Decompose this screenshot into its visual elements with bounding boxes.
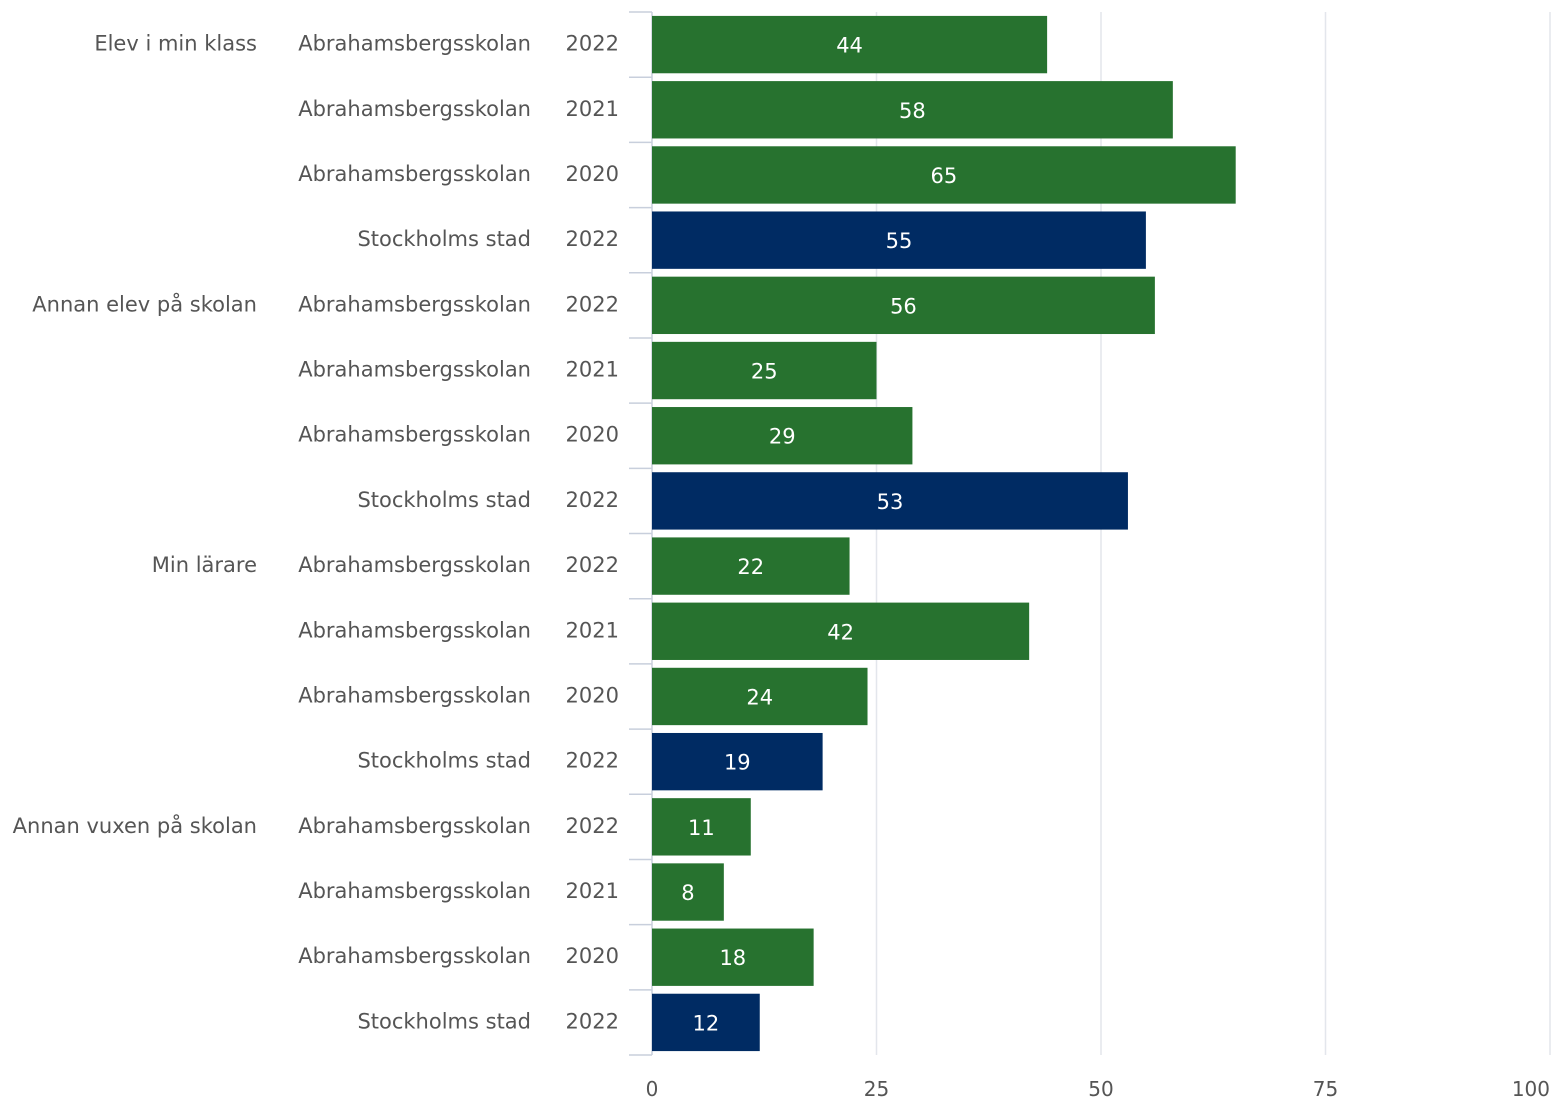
- bar-value-label: 19: [724, 751, 751, 775]
- school-label: Abrahamsbergsskolan: [298, 97, 531, 121]
- year-label: 2020: [566, 162, 619, 186]
- school-label: Abrahamsbergsskolan: [298, 162, 531, 186]
- school-label: Stockholms stad: [357, 227, 531, 251]
- category-labels: 2022 Abrahamsbergsskolan Elev i min klass 2…: [13, 32, 619, 1034]
- year-label: 2022: [566, 227, 619, 251]
- bar: [652, 667, 868, 726]
- year-label: 2021: [566, 97, 619, 121]
- bar-value-label: 8: [681, 881, 694, 905]
- group-label: Elev i min klass: [94, 32, 257, 56]
- school-label: Abrahamsbergsskolan: [298, 683, 531, 707]
- bars: 44 58 65 55 56 25 29 53 22 42 24 19 11 8 18 12: [652, 15, 1236, 1052]
- bar: [652, 407, 913, 465]
- bar-value-label: 58: [899, 99, 926, 123]
- year-label: 2022: [566, 1009, 619, 1033]
- bar: [652, 732, 823, 791]
- year-label: 2022: [566, 488, 619, 512]
- bar-value-label: 65: [930, 164, 957, 188]
- bar: [652, 211, 1146, 269]
- year-label: 2020: [566, 683, 619, 707]
- bar-value-label: 29: [769, 425, 796, 449]
- bar-value-label: 44: [836, 34, 863, 58]
- group-label: Annan elev på skolan: [32, 291, 257, 316]
- school-label: Abrahamsbergsskolan: [298, 423, 531, 447]
- bar-value-label: 42: [827, 620, 854, 644]
- bar-value-label: 22: [737, 555, 764, 579]
- year-label: 2020: [566, 423, 619, 447]
- bar: [652, 341, 877, 400]
- group-label: Annan vuxen på skolan: [13, 813, 257, 838]
- year-label: 2021: [566, 618, 619, 642]
- bar-value-label: 25: [751, 360, 778, 384]
- x-tick-label: 0: [646, 1077, 659, 1099]
- x-tick-label: 75: [1313, 1077, 1338, 1099]
- x-tick-label: 50: [1088, 1077, 1113, 1099]
- school-label: Stockholms stad: [357, 749, 531, 773]
- bar: [652, 537, 850, 595]
- x-tick-label: 25: [864, 1077, 889, 1099]
- year-label: 2022: [566, 553, 619, 577]
- school-label: Abrahamsbergsskolan: [298, 814, 531, 838]
- school-label: Stockholms stad: [357, 488, 531, 512]
- school-label: Abrahamsbergsskolan: [298, 358, 531, 382]
- bar-value-label: 18: [719, 946, 746, 970]
- bar-value-label: 12: [693, 1011, 720, 1035]
- year-label: 2022: [566, 32, 619, 56]
- bar: [652, 928, 814, 986]
- bar-value-label: 55: [886, 229, 913, 253]
- school-label: Abrahamsbergsskolan: [298, 618, 531, 642]
- school-label: Abrahamsbergsskolan: [298, 879, 531, 903]
- year-label: 2022: [566, 749, 619, 773]
- year-label: 2020: [566, 944, 619, 968]
- bar: [652, 798, 751, 856]
- bar-value-label: 11: [688, 816, 715, 840]
- school-label: Abrahamsbergsskolan: [298, 944, 531, 968]
- bar-value-label: 53: [877, 490, 904, 514]
- school-label: Abrahamsbergsskolan: [298, 553, 531, 577]
- year-label: 2021: [566, 358, 619, 382]
- year-label: 2021: [566, 879, 619, 903]
- bar-value-label: 24: [746, 685, 773, 709]
- bar: [652, 276, 1155, 335]
- bar: [652, 472, 1128, 530]
- x-axis-ticks: 0 25 50 75 100: [646, 1077, 1550, 1099]
- school-label: Abrahamsbergsskolan: [298, 32, 531, 56]
- x-tick-label: 100: [1512, 1077, 1550, 1099]
- bar-value-label: 56: [890, 294, 917, 318]
- bar: [652, 602, 1030, 660]
- school-label: Stockholms stad: [357, 1009, 531, 1033]
- year-label: 2022: [566, 814, 619, 838]
- bar: [652, 146, 1236, 204]
- bar: [652, 993, 760, 1052]
- year-label: 2022: [566, 292, 619, 316]
- school-label: Abrahamsbergsskolan: [298, 292, 531, 316]
- bar: [652, 863, 724, 921]
- group-label: Min lärare: [152, 553, 257, 577]
- category-axis: [629, 11, 653, 1056]
- bar: [652, 81, 1173, 139]
- bar: [652, 15, 1048, 74]
